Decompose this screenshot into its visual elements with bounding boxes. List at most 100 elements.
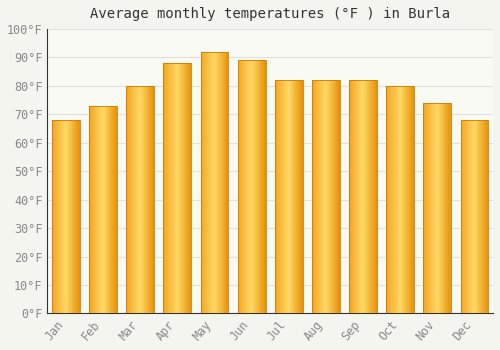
Bar (147, 86, 148, 314)
Bar (100, 106, 101, 314)
Bar (312, 80, 314, 314)
Bar (354, 80, 356, 314)
Bar (386, 86, 414, 314)
Bar (134, 86, 136, 314)
Bar (95, 106, 96, 314)
Bar (288, 80, 289, 314)
Bar (471, 120, 472, 314)
Bar (387, 86, 388, 314)
Bar (368, 80, 370, 314)
Bar (145, 86, 146, 314)
Bar (247, 60, 248, 314)
Bar (360, 80, 361, 314)
Bar (103, 106, 104, 314)
Bar (370, 80, 372, 314)
Bar (241, 60, 242, 314)
Bar (392, 86, 394, 314)
Bar (300, 80, 302, 314)
Bar (413, 86, 414, 314)
Bar (357, 80, 358, 314)
Bar (325, 80, 326, 314)
Bar (126, 86, 127, 314)
Bar (70, 120, 71, 314)
Bar (476, 120, 478, 314)
Bar (181, 63, 182, 314)
Bar (332, 80, 333, 314)
Bar (426, 103, 427, 314)
Bar (54, 120, 55, 314)
Bar (187, 63, 188, 314)
Bar (111, 106, 112, 314)
Bar (128, 86, 129, 314)
Bar (312, 80, 340, 314)
Bar (394, 86, 396, 314)
Bar (430, 103, 431, 314)
Bar (164, 63, 192, 314)
Bar (281, 80, 282, 314)
Bar (428, 103, 429, 314)
Bar (166, 63, 167, 314)
Bar (116, 106, 117, 314)
Bar (79, 120, 80, 314)
Bar (62, 120, 63, 314)
Bar (150, 86, 152, 314)
Bar (63, 120, 64, 314)
Bar (139, 86, 140, 314)
Bar (249, 60, 250, 314)
Bar (263, 60, 264, 314)
Bar (141, 86, 142, 314)
Bar (255, 60, 256, 314)
Bar (68, 120, 69, 314)
Bar (283, 80, 284, 314)
Bar (53, 120, 54, 314)
Bar (96, 106, 97, 314)
Bar (260, 60, 262, 314)
Bar (227, 52, 228, 314)
Bar (90, 106, 92, 314)
Bar (73, 120, 74, 314)
Bar (168, 63, 169, 314)
Bar (254, 60, 255, 314)
Bar (113, 106, 114, 314)
Bar (389, 86, 390, 314)
Bar (258, 60, 260, 314)
Bar (221, 52, 222, 314)
Bar (172, 63, 173, 314)
Bar (277, 80, 278, 314)
Bar (61, 120, 62, 314)
Bar (363, 80, 364, 314)
Bar (102, 106, 103, 314)
Bar (373, 80, 374, 314)
Bar (429, 103, 430, 314)
Bar (487, 120, 488, 314)
Bar (297, 80, 298, 314)
Bar (214, 52, 215, 314)
Bar (78, 120, 79, 314)
Bar (333, 80, 334, 314)
Bar (291, 80, 292, 314)
Bar (478, 120, 480, 314)
Bar (64, 120, 66, 314)
Bar (407, 86, 408, 314)
Bar (52, 120, 80, 314)
Bar (226, 52, 227, 314)
Bar (296, 80, 297, 314)
Bar (184, 63, 185, 314)
Bar (316, 80, 317, 314)
Bar (469, 120, 470, 314)
Bar (69, 120, 70, 314)
Bar (322, 80, 323, 314)
Bar (290, 80, 291, 314)
Bar (131, 86, 132, 314)
Bar (338, 80, 339, 314)
Bar (284, 80, 286, 314)
Bar (265, 60, 266, 314)
Bar (74, 120, 75, 314)
Bar (170, 63, 171, 314)
Bar (126, 86, 154, 314)
Bar (446, 103, 447, 314)
Bar (250, 60, 251, 314)
Bar (101, 106, 102, 314)
Bar (173, 63, 174, 314)
Bar (286, 80, 288, 314)
